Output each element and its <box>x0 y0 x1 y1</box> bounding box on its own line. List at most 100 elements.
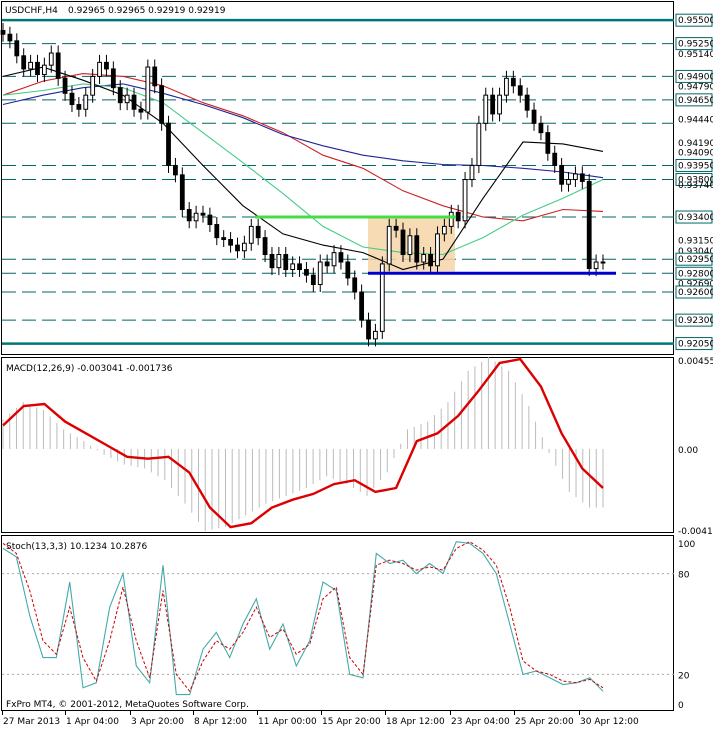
ma_green-line <box>2 83 604 256</box>
candle-body <box>586 180 592 270</box>
price-tick-label-7: 0.94190 <box>678 139 713 149</box>
price-tick-label-16: 0.92800 <box>678 269 713 279</box>
candle-body <box>386 225 392 265</box>
candle-body <box>221 237 227 241</box>
candle-body <box>14 40 20 57</box>
candle-body <box>193 212 199 222</box>
stoch-tick-label-1: 80 <box>678 571 690 581</box>
candle-body <box>0 29 6 35</box>
candle-body <box>76 104 82 110</box>
time-tick-label-2: 3 Apr 20:00 <box>131 717 184 727</box>
candle-body <box>28 61 33 70</box>
candle-body <box>435 233 440 267</box>
candle-body <box>62 77 68 94</box>
stoch-main-line <box>2 541 604 696</box>
price-label-box <box>675 252 713 266</box>
candle-body <box>414 235 420 263</box>
candle-body <box>476 122 482 166</box>
price-label-box <box>675 210 713 224</box>
candle-body <box>131 94 137 110</box>
candle-body <box>559 164 565 185</box>
candle-body <box>324 261 330 267</box>
candle-body <box>235 244 240 252</box>
candle-body <box>200 212 206 216</box>
ma_red-line <box>2 73 604 222</box>
candle-body <box>469 164 475 181</box>
price-tick-label-3: 0.94900 <box>678 72 713 82</box>
candle-body <box>159 85 165 124</box>
candle-body <box>497 94 502 115</box>
stoch-title: Stoch(13,3,3) 10.1234 10.2876 <box>6 542 147 552</box>
price-label-box <box>675 337 713 351</box>
macd-panel-frame <box>1 357 674 533</box>
time-tick-label-0: 27 Mar 2013 <box>3 717 60 727</box>
price-label-box <box>675 285 713 299</box>
price-tick-label-12: 0.93400 <box>678 213 713 223</box>
macd-signal-line <box>2 357 604 529</box>
candle-body <box>207 214 213 226</box>
price-label-box <box>675 37 713 51</box>
candle-body <box>331 252 337 267</box>
time-tick-label-3: 8 Apr 12:00 <box>194 717 247 727</box>
candle-body <box>69 92 75 106</box>
price-tick-label-8: 0.94090 <box>678 148 713 158</box>
time-tick-label-5: 15 Apr 20:00 <box>322 717 381 727</box>
candle-body <box>21 55 27 70</box>
price-tick-label-1: 0.95250 <box>678 40 713 50</box>
time-tick-label-4: 11 Apr 00:00 <box>258 717 317 727</box>
candle-body <box>83 94 89 110</box>
candle-body <box>186 209 192 222</box>
ma_black-line <box>2 66 604 271</box>
price-tick-label-0: 0.95500 <box>678 16 713 26</box>
price-label-box <box>675 266 713 280</box>
candle-body <box>448 211 454 227</box>
price-tick-label-15: 0.92950 <box>678 255 713 265</box>
candle-body <box>490 94 496 115</box>
candle-body <box>262 237 268 256</box>
price-label-box <box>675 13 713 27</box>
time-axis: 27 Mar 2013 1 Apr 04:00 3 Apr 20:00 8 Apr 1… <box>2 711 639 727</box>
price-tick-label-17: 0.92690 <box>678 280 713 290</box>
macd-title: MACD(12,26,9) -0.003041 -0.001736 <box>6 364 173 374</box>
candle-body <box>352 277 358 293</box>
candle-body <box>48 52 54 66</box>
candle-body <box>428 254 433 267</box>
candle-body <box>366 319 371 340</box>
candle-body <box>255 225 261 239</box>
candle-body <box>400 229 406 256</box>
chart-title: USDCHF,H4 <box>5 6 58 16</box>
candle-body <box>297 263 302 271</box>
candle-body <box>276 254 282 269</box>
candle-body <box>35 61 40 76</box>
stoch-tick-label-0: 100 <box>678 540 695 550</box>
candle-body <box>593 261 599 270</box>
candle-body <box>283 254 289 271</box>
price-tick-label-5: 0.94650 <box>678 96 713 106</box>
candle-body <box>338 252 344 263</box>
candle-body <box>214 224 220 239</box>
stoch-tick-label-2: 20 <box>678 671 690 681</box>
candle-body <box>483 94 489 124</box>
candle-body <box>124 94 130 104</box>
candle-body <box>359 291 365 321</box>
price-panel-frame <box>1 1 674 355</box>
time-tick-label-9: 30 Apr 12:00 <box>580 717 639 727</box>
price-label-box <box>675 69 713 83</box>
candle-body <box>573 173 578 181</box>
ohlc-readout: 0.92965 0.92965 0.92919 0.92919 <box>68 6 226 16</box>
candle-body <box>517 85 523 96</box>
candle-body <box>104 61 109 70</box>
candle-body <box>379 263 385 332</box>
candle-body <box>241 242 247 252</box>
candle-body <box>600 261 606 264</box>
candle-body <box>179 174 185 211</box>
candle-body <box>441 225 447 235</box>
candle-body <box>545 132 551 154</box>
stoch-layer <box>2 541 674 696</box>
candle-body <box>462 179 468 222</box>
candle-body <box>138 108 144 113</box>
macd-axis: 0.004555 0.00 -0.00415 <box>678 357 713 537</box>
candle-body <box>579 173 585 182</box>
